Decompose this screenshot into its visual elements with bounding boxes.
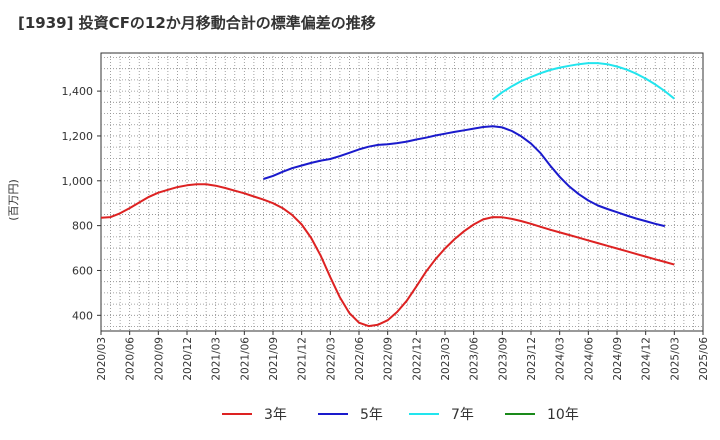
y-tick-label: 800: [72, 220, 93, 233]
x-tick-label: 2023/06: [469, 337, 481, 381]
x-tick-label: 2025/06: [698, 337, 710, 381]
x-tick-label: 2023/12: [526, 337, 538, 381]
y-tick-label: 600: [72, 264, 93, 277]
x-tick-label: 2021/03: [211, 337, 223, 381]
y-tick-label: 1,200: [62, 130, 94, 143]
series-line: [492, 62, 675, 101]
y-tick-label: 1,400: [62, 85, 94, 98]
legend-label: 5年: [360, 407, 383, 423]
legend-label: 7年: [451, 407, 474, 423]
x-tick-label: 2020/09: [153, 337, 165, 381]
x-tick-label: 2023/03: [440, 337, 452, 381]
x-tick-label: 2022/09: [383, 337, 395, 381]
x-tick-label: 2024/12: [641, 337, 653, 381]
x-tick-label: 2022/06: [354, 337, 366, 381]
x-tick-label: 2021/09: [268, 337, 280, 381]
x-tick-label: 2024/06: [583, 337, 595, 381]
x-tick-label: 2021/06: [239, 337, 251, 381]
series-line: [263, 125, 666, 228]
x-tick-label: 2023/09: [497, 337, 509, 381]
x-tick-label: 2020/03: [96, 337, 108, 381]
x-tick-label: 2025/03: [669, 337, 681, 381]
y-tick-label: 1,000: [62, 175, 94, 188]
x-tick-label: 2024/03: [555, 337, 567, 381]
x-tick-label: 2021/12: [297, 337, 309, 381]
x-tick-label: 2020/06: [125, 337, 137, 381]
x-tick-label: 2024/09: [612, 337, 624, 381]
chart-title: [1939] 投資CFの12か月移動合計の標準偏差の推移: [18, 14, 376, 32]
x-tick-label: 2022/03: [325, 337, 337, 381]
legend-label: 10年: [547, 407, 579, 423]
y-tick-label: 400: [72, 309, 93, 322]
y-axis-label: (百万円): [7, 179, 20, 221]
x-tick-label: 2022/12: [411, 337, 423, 381]
legend-label: 3年: [264, 407, 287, 423]
x-tick-label: 2020/12: [182, 337, 194, 381]
series-line: [100, 183, 675, 328]
